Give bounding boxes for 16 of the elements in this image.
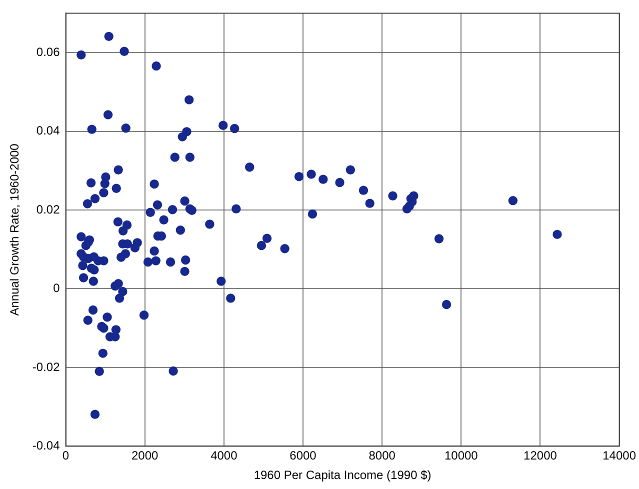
x-tick-label: 2000 <box>131 448 158 463</box>
x-tick-label: 12000 <box>524 448 558 463</box>
x-tick-label: 0 <box>62 448 70 463</box>
x-tick-label: 8000 <box>368 448 396 463</box>
y-tick-label: 0.04 <box>36 124 60 138</box>
y-tick-label: 0.06 <box>36 44 60 59</box>
y-tick-label: -0.04 <box>32 438 60 453</box>
x-tick-label: 10000 <box>444 448 478 463</box>
x-tick-label: 14000 <box>602 448 636 463</box>
y-tick-label: 0.02 <box>36 202 60 216</box>
x-tick-label: 4000 <box>210 448 238 463</box>
x-axis-title: 1960 Per Capita Income (1990 $) <box>254 468 432 482</box>
y-tick-label: 0 <box>53 281 60 296</box>
y-tick-label: -0.02 <box>32 360 60 374</box>
y-axis-title: Annual Growth Rate, 1960-2000 <box>8 143 22 316</box>
x-tick-label: 6000 <box>290 448 317 463</box>
